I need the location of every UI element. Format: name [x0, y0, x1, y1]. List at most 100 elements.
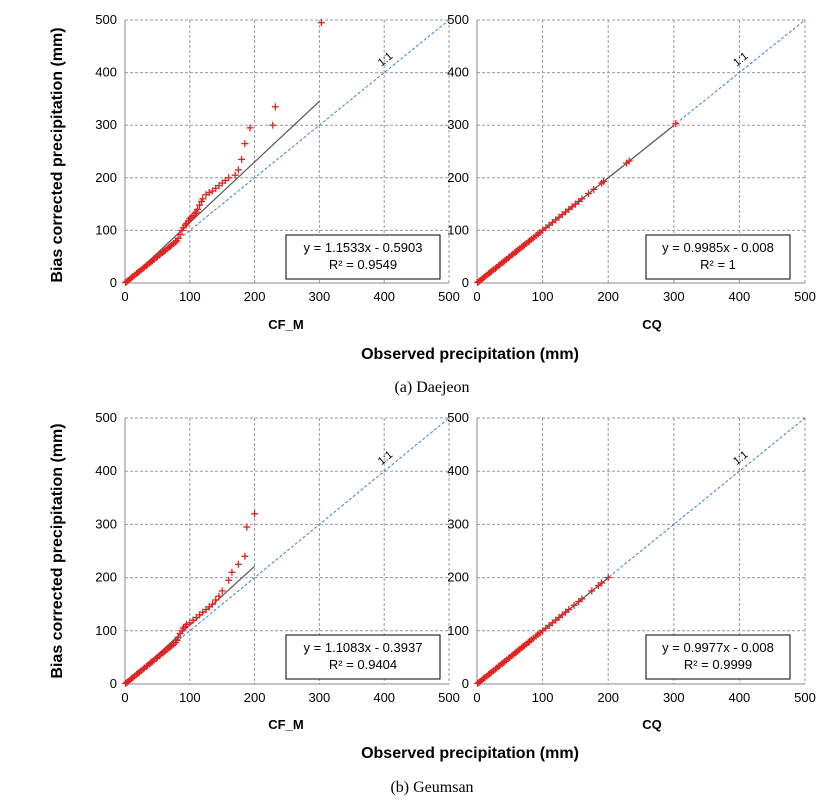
data-point — [194, 205, 202, 213]
data-point — [600, 177, 608, 185]
y-tick-label: 200 — [95, 570, 117, 585]
x-tick-label: 300 — [309, 289, 331, 304]
x-tick-label: 100 — [179, 690, 201, 705]
subplot-title: CF_M — [268, 717, 303, 732]
x-tick-label: 400 — [729, 289, 751, 304]
x-axis-title: Observed precipitation (mm) — [361, 745, 579, 762]
x-tick-label: 100 — [532, 289, 554, 304]
y-tick-label: 400 — [95, 463, 117, 478]
y-tick-label: 300 — [95, 516, 117, 531]
x-tick-label: 0 — [473, 690, 480, 705]
data-point — [191, 210, 199, 218]
data-point — [269, 121, 277, 129]
data-point — [225, 576, 233, 584]
y-tick-label: 100 — [95, 623, 117, 638]
data-point — [243, 523, 251, 531]
y-tick-label: 400 — [447, 65, 469, 80]
x-tick-label: 500 — [794, 690, 816, 705]
x-tick-label: 300 — [309, 690, 331, 705]
x-tick-label: 500 — [794, 289, 816, 304]
y-tick-label: 100 — [447, 222, 469, 237]
data-point — [565, 606, 573, 614]
x-tick-label: 500 — [438, 289, 460, 304]
x-axis-title: Observed precipitation (mm) — [361, 346, 579, 363]
data-point — [241, 552, 249, 560]
equation-box — [645, 234, 791, 280]
y-tick-label: 0 — [462, 676, 469, 691]
r-squared-value: R² = 0.9999 — [684, 657, 752, 672]
data-point — [231, 171, 239, 179]
data-point — [234, 560, 242, 568]
data-point — [578, 195, 586, 203]
data-point — [174, 234, 182, 242]
y-axis-title: Bias corrected precipitation (mm) — [49, 423, 66, 678]
y-tick-label: 300 — [95, 117, 117, 132]
data-point — [215, 592, 223, 600]
y-tick-label: 200 — [447, 570, 469, 585]
y-tick-label: 100 — [447, 623, 469, 638]
panel-caption: (a) Daejeon — [394, 379, 469, 396]
panel-caption: (b) Geumsan — [390, 779, 473, 796]
data-point — [238, 155, 246, 163]
panel-daejeon: Bias corrected precipitation (mm) 0 100 20… — [49, 12, 816, 396]
data-point — [590, 185, 598, 193]
y-tick-label: 200 — [95, 170, 117, 185]
data-point — [625, 157, 633, 165]
data-point — [173, 636, 181, 644]
y-axis-title: Bias corrected precipitation (mm) — [49, 27, 66, 282]
data-point — [588, 587, 596, 595]
regression-equation: y = 0.9985x - 0.008 — [662, 240, 774, 255]
x-tick-label: 200 — [244, 289, 266, 304]
data-point — [174, 633, 182, 641]
data-point — [271, 103, 279, 111]
data-point — [212, 596, 220, 604]
subplot-geumsan-cq: 0 100 200 300 400 500 0 100 200 300 400 500 1:1 y = 0… — [447, 410, 816, 732]
x-tick-label: 400 — [373, 289, 395, 304]
data-point — [199, 195, 207, 203]
x-tick-label: 400 — [729, 690, 751, 705]
data-point — [186, 215, 194, 223]
regression-equation: y = 1.1533x - 0.5903 — [304, 240, 423, 255]
x-tick-label: 500 — [438, 690, 460, 705]
data-point — [225, 174, 233, 182]
data-point — [183, 620, 191, 628]
data-point — [176, 231, 184, 239]
y-tick-label: 0 — [462, 275, 469, 290]
data-point — [246, 124, 254, 132]
data-point — [598, 579, 606, 587]
equation-box — [645, 634, 791, 680]
data-point — [672, 120, 680, 128]
data-point — [205, 189, 213, 197]
y-tick-label: 500 — [95, 410, 117, 425]
y-tick-label: 400 — [95, 65, 117, 80]
subplot-title: CQ — [642, 717, 662, 732]
x-tick-label: 200 — [597, 690, 619, 705]
y-tick-label: 400 — [447, 463, 469, 478]
x-tick-label: 100 — [179, 289, 201, 304]
data-point — [604, 574, 612, 582]
data-point — [241, 140, 249, 148]
equation-box — [285, 234, 441, 280]
one-to-one-label: 1:1 — [376, 50, 395, 69]
y-tick-label: 100 — [95, 222, 117, 237]
data-point — [218, 587, 226, 595]
y-tick-label: 300 — [447, 516, 469, 531]
one-to-one-line — [124, 19, 450, 284]
panel-geumsan: Bias corrected precipitation (mm) 0 100 20… — [49, 410, 816, 796]
data-point — [570, 601, 578, 609]
subplot-daejeon-cfm: 0 100 200 300 400 500 0 100 200 300 400 500 1:1 y = 1… — [95, 12, 460, 332]
trend-line — [124, 100, 320, 284]
y-tick-label: 0 — [110, 275, 117, 290]
y-tick-label: 200 — [447, 170, 469, 185]
subplot-title: CQ — [642, 317, 662, 332]
x-tick-label: 0 — [121, 690, 128, 705]
data-point — [196, 201, 204, 209]
data-point — [208, 600, 216, 608]
x-tick-label: 300 — [663, 289, 685, 304]
equation-box — [285, 634, 441, 680]
y-tick-label: 500 — [447, 410, 469, 425]
x-tick-label: 200 — [597, 289, 619, 304]
